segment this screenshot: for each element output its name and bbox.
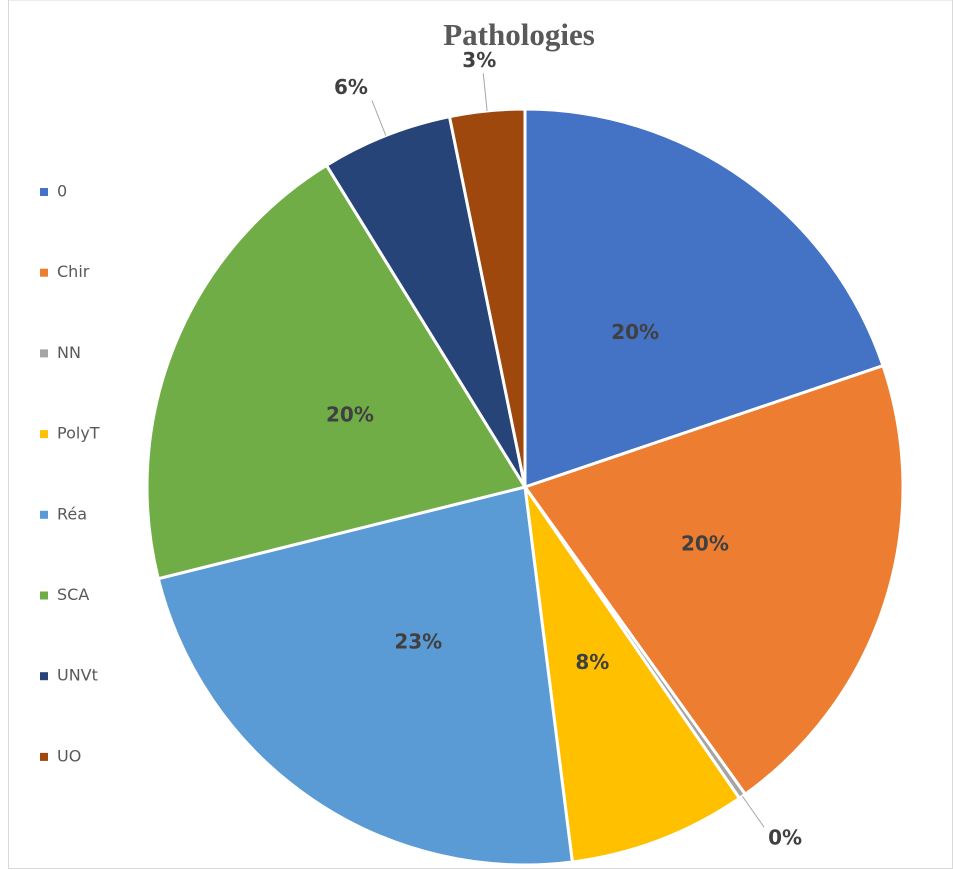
data-label: 23% bbox=[394, 629, 442, 653]
legend-swatch bbox=[40, 591, 48, 600]
chart-title: Pathologies bbox=[443, 17, 595, 52]
legend-label: 0 bbox=[57, 182, 67, 201]
legend-label: UO bbox=[57, 746, 81, 765]
data-label: 20% bbox=[611, 320, 659, 344]
data-label: 3% bbox=[462, 48, 496, 72]
legend-swatch bbox=[40, 188, 48, 196]
pie-slice bbox=[324, 114, 527, 488]
legend-label: NN bbox=[57, 343, 81, 362]
legend-swatch bbox=[40, 510, 48, 519]
legend-swatch bbox=[40, 672, 48, 681]
legend-swatch bbox=[40, 349, 48, 358]
pie-slice bbox=[523, 107, 885, 490]
legend-label: Réa bbox=[57, 504, 87, 523]
pie-slice bbox=[447, 107, 527, 488]
pie-slice bbox=[523, 486, 742, 864]
legend-swatch bbox=[40, 430, 48, 439]
pie-slice bbox=[145, 163, 528, 581]
legend-label: SCA bbox=[57, 585, 89, 604]
legend-label: PolyT bbox=[57, 424, 100, 443]
data-label: 6% bbox=[334, 75, 368, 99]
legend-label: Chir bbox=[57, 262, 90, 281]
legend-swatch bbox=[40, 268, 48, 277]
leader-line bbox=[482, 73, 488, 111]
leader-line bbox=[371, 100, 387, 136]
data-label: 20% bbox=[681, 531, 729, 555]
leader-line bbox=[741, 795, 765, 828]
data-label: 8% bbox=[575, 650, 609, 674]
legend-label: UNVt bbox=[57, 666, 98, 685]
data-label: 0% bbox=[768, 826, 802, 850]
pie-slice bbox=[522, 363, 905, 797]
data-label: 20% bbox=[326, 402, 374, 426]
legend-swatch bbox=[40, 752, 48, 761]
pie-slice bbox=[156, 485, 575, 867]
